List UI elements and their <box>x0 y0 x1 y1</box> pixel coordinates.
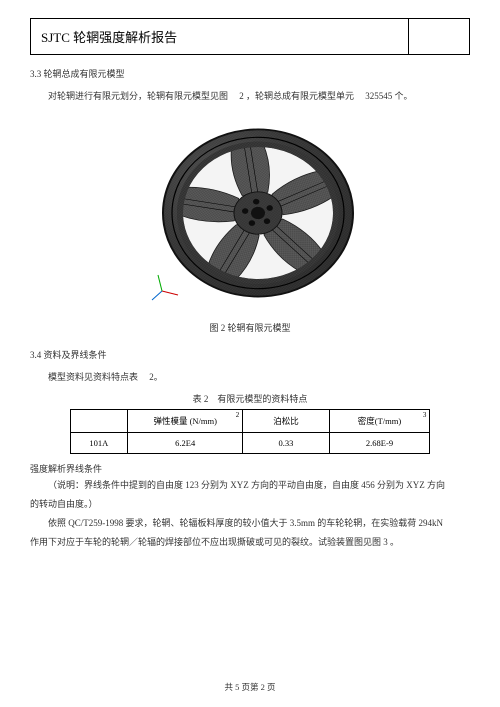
th-blank <box>70 410 128 433</box>
section-3-3-text: 对轮辋进行有限元划分，轮辋有限元模型见图 2 ，轮辋总成有限元模型单元 3255… <box>30 88 470 105</box>
text-fragment: 弹性模量 (N/mm <box>153 416 214 426</box>
td-modulus: 6.2E4 <box>128 433 243 454</box>
figure-2-caption: 图 2 轮辋有限元模型 <box>30 321 470 334</box>
text-fragment: ) <box>398 416 401 426</box>
td-density: 2.68E-9 <box>329 433 430 454</box>
table-row: 101A 6.2E4 0.33 2.68E-9 <box>70 433 430 454</box>
table-header-row: 弹性模量 (N/mm) 2 泊松比 密度(T/mm) 3 <box>70 410 430 433</box>
table-2-caption: 表 2 有限元模型的资料特点 <box>30 392 470 405</box>
text-fragment: 对轮辋进行有限元划分，轮辋有限元模型见图 <box>48 91 228 101</box>
th-poisson: 泊松比 <box>243 410 329 433</box>
text-fragment: ) <box>214 416 217 426</box>
th-density: 密度(T/mm) 3 <box>329 410 430 433</box>
report-title-right-cell <box>409 19 469 54</box>
td-poisson: 0.33 <box>243 433 329 454</box>
superscript: 3 <box>423 411 427 419</box>
text-fragment: 密度(T/mm <box>358 416 399 426</box>
text-fragment: 2。 <box>149 372 163 382</box>
figure-2-wrap <box>30 113 470 315</box>
boundary-heading: 强度解析界线条件 <box>30 462 470 475</box>
th-modulus: 弹性模量 (N/mm) 2 <box>128 410 243 433</box>
material-table: 弹性模量 (N/mm) 2 泊松比 密度(T/mm) 3 101A 6.2E4 … <box>70 409 431 454</box>
wheel-mesh-figure <box>140 113 360 313</box>
page-footer: 共 5 页第 2 页 <box>0 681 500 693</box>
boundary-line-3: 依照 QC/T259-1998 要求，轮辋、轮辐板料厚度的较小值大于 3.5mm… <box>30 515 470 532</box>
section-3-4-heading: 3.4 资料及界线条件 <box>30 348 470 361</box>
boundary-line-2: 的转动自由度。） <box>30 496 470 513</box>
text-fragment: 2 ，轮辋总成有限元模型单元 <box>239 91 354 101</box>
text-fragment: 325545 个。 <box>365 91 412 101</box>
text-fragment: 模型资料见资料特点表 <box>48 372 138 382</box>
section-3-4-text: 模型资料见资料特点表 2。 <box>30 369 470 386</box>
boundary-line-1: （说明：界线条件中提到的自由度 123 分别为 XYZ 方向的平动自由度，自由度… <box>30 477 470 494</box>
superscript: 2 <box>236 411 240 419</box>
section-3-3-heading: 3.3 轮辋总成有限元模型 <box>30 67 470 80</box>
boundary-line-4: 作用下对应于车轮的轮辋／轮辐的焊接部位不应出现撕破或可见的裂纹。试验装置图见图 … <box>30 534 470 551</box>
td-material: 101A <box>70 433 128 454</box>
report-title: SJTC 轮辋强度解析报告 <box>31 19 409 54</box>
report-title-box: SJTC 轮辋强度解析报告 <box>30 18 470 55</box>
